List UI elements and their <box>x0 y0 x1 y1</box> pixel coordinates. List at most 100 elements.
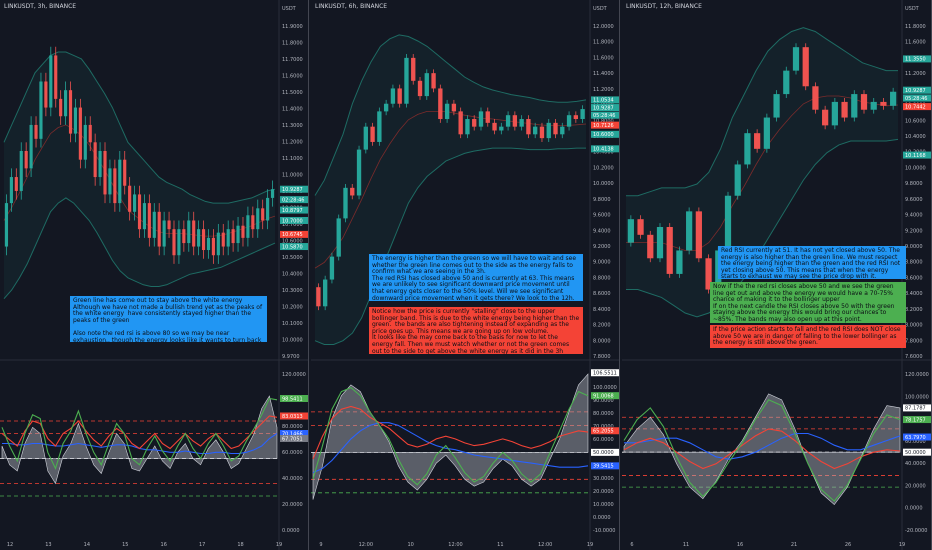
oscillator-axis-tick: 0.0000 <box>905 506 923 512</box>
oscillator-badge <box>591 392 619 400</box>
price-axis-tick: 8.2000 <box>905 307 923 313</box>
price-axis-tick: 10.3000 <box>282 288 303 294</box>
price-badge-label: 10.1168 <box>905 153 926 159</box>
candle-body <box>458 111 463 135</box>
time-axis-tick: 15 <box>122 542 128 548</box>
annotation-note-blue[interactable]: Green line has come out to stay above th… <box>70 296 267 342</box>
price-axis-tick: 10.4000 <box>905 134 926 140</box>
price-axis-tick: 11.3000 <box>282 123 303 129</box>
price-axis-tick: 8.6000 <box>905 275 923 281</box>
price-axis-tick: 11.0000 <box>282 173 303 179</box>
annotation-note-red[interactable]: If the price action starts to fall and t… <box>710 325 906 348</box>
candle-body <box>113 168 117 204</box>
candle-body <box>216 232 220 256</box>
oscillator-green-line <box>1 397 278 471</box>
price-axis-tick: 10.0000 <box>905 165 926 171</box>
candle-body <box>68 90 73 134</box>
pane-title: LINKUSDT, 12h, BINANCE <box>626 3 702 10</box>
time-axis-tick: 12 <box>7 542 13 548</box>
chart-canvas-3h[interactable]: 11.9000 11.8000 11.7000 11.6000 11.5000 11.40… <box>0 0 309 550</box>
price-badge <box>280 185 308 193</box>
candle-body <box>573 115 579 120</box>
price-badge-label: 11.3550 <box>905 57 926 63</box>
oscillator-axis-tick: 60.0000 <box>905 439 926 445</box>
candle-body <box>73 107 78 134</box>
price-axis-tick: 8.4000 <box>593 307 611 313</box>
price-badge-label: 10.9287 <box>905 88 926 94</box>
annotation-note-blue[interactable]: Red RSI currently at 51. It has not yet … <box>718 246 906 279</box>
annotation-note-blue[interactable]: The energy is higher than the green so w… <box>369 254 583 301</box>
candle-body <box>336 218 341 257</box>
candle-body <box>377 111 382 142</box>
price-badge <box>903 94 931 102</box>
candle-body <box>841 101 848 118</box>
candle-body <box>49 55 53 108</box>
candle-body <box>197 229 201 247</box>
candle-body <box>167 220 171 230</box>
candle-body <box>241 225 245 238</box>
price-axis-tick: 10.1000 <box>282 321 303 327</box>
time-axis-tick: 11 <box>683 542 689 548</box>
price-axis-tick: 10.2000 <box>593 165 614 171</box>
price-axis-tick: 11.6000 <box>593 55 614 61</box>
candle-body <box>343 187 348 219</box>
candle-body <box>890 91 897 106</box>
oscillator-badge <box>903 448 931 456</box>
candle-body <box>187 220 191 244</box>
candle-body <box>566 115 572 127</box>
candle-body <box>123 159 127 186</box>
candle-body <box>356 149 362 196</box>
energy-area <box>1 395 278 485</box>
price-axis-tick: 11.9000 <box>282 24 303 30</box>
candle-body <box>226 229 230 247</box>
annotation-note-green[interactable]: Now if the the red rsi closes above 50 a… <box>710 282 906 323</box>
candle-body <box>177 229 181 256</box>
oscillator-green-line <box>623 399 901 502</box>
price-badge-label: 10.5870 <box>282 244 303 250</box>
chart-canvas-6h[interactable]: 12.000011.800011.600011.400011.200011.00… <box>311 0 620 550</box>
price-badge-label: 05:28:46 <box>593 113 615 119</box>
price-badge <box>591 145 619 153</box>
price-badge-label: 11.0534 <box>593 98 614 104</box>
candle-body <box>472 119 477 127</box>
oscillator-badge <box>280 395 308 402</box>
chart-pane-3h[interactable]: 11.9000 11.8000 11.7000 11.6000 11.5000 11.40… <box>0 0 309 550</box>
price-axis-tick: 11.1000 <box>282 156 303 162</box>
oscillator-green-line <box>312 386 589 486</box>
pane-title: LINKUSDT, 3h, BINANCE <box>4 3 77 10</box>
chart-pane-12h[interactable]: 11.800011.600011.400011.200011.000010.80… <box>622 0 932 550</box>
candle-body <box>637 219 644 235</box>
currency-label: USDT <box>282 6 297 12</box>
candle-body <box>152 211 156 238</box>
annotation-note-red[interactable]: Notice how the price is currently "stall… <box>369 307 583 354</box>
price-axis-tick: 9.6000 <box>593 213 611 219</box>
time-axis-tick: 9 <box>319 542 322 548</box>
candle-body <box>734 164 741 196</box>
candle-body <box>705 258 712 290</box>
candle-body <box>505 115 511 127</box>
price-badge-label: 10.7442 <box>905 104 926 110</box>
candle-body <box>350 187 355 196</box>
candle-body <box>370 126 375 142</box>
candle-body <box>221 232 225 247</box>
candle-body <box>201 229 206 251</box>
time-axis-tick: 13 <box>45 542 51 548</box>
candle-body <box>4 203 9 247</box>
candle-body <box>724 195 732 251</box>
price-axis-tick: 11.8000 <box>905 24 926 30</box>
price-badge-label: 10.6745 <box>282 232 303 238</box>
price-axis-tick: 7.6000 <box>905 354 923 360</box>
candle-body <box>147 203 151 238</box>
candle-body <box>451 103 457 112</box>
price-axis-tick: 9.8000 <box>593 197 611 203</box>
oscillator-blue-line <box>624 432 901 460</box>
candle-body <box>162 220 166 247</box>
price-badge <box>280 196 308 204</box>
time-axis-tick: 16 <box>737 542 743 548</box>
price-badge-label: 10.7000 <box>282 218 303 224</box>
candle-body <box>831 101 838 126</box>
oscillator-axis-tick: 60.0000 <box>282 450 303 456</box>
candle-body <box>444 103 450 120</box>
price-axis-tick: 11.8000 <box>282 41 303 47</box>
chart-pane-6h[interactable]: 12.000011.800011.600011.400011.200011.00… <box>311 0 620 550</box>
